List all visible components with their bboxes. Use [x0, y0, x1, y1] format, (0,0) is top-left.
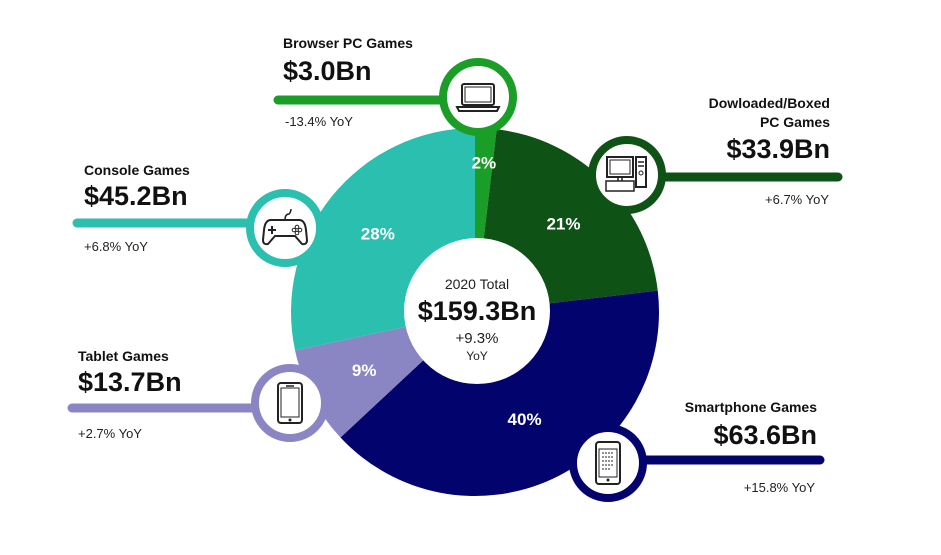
segment-value: $63.6Bn [713, 420, 817, 450]
callout-browser-pc-games: Browser PC Games $3.0Bn -13.4% YoY [273, 35, 517, 136]
smartphone-icon [595, 441, 621, 485]
desktop-computer-icon [605, 156, 647, 192]
segment-name: PC Games [760, 114, 830, 130]
segment-yoy: +15.8% YoY [744, 480, 816, 495]
callout-smartphone-games: Smartphone Games $63.6Bn +15.8% YoY [569, 399, 825, 502]
percent-label: 21% [546, 215, 580, 234]
segment-name: Smartphone Games [685, 399, 817, 415]
callout-tablet-games: Tablet Games $13.7Bn +2.7% YoY [67, 348, 329, 442]
callout-console-games: Console Games $45.2Bn +6.8% YoY [72, 162, 324, 267]
percent-label: 2% [472, 153, 497, 172]
center-change: +9.3% [456, 330, 499, 347]
segment-name: Tablet Games [78, 348, 169, 364]
laptop-icon [455, 83, 501, 112]
center-value: $159.3Bn [418, 296, 537, 326]
segment-name: Browser PC Games [283, 35, 413, 51]
center-hole [404, 238, 550, 384]
icon-ring [439, 58, 517, 136]
tablet-icon [277, 382, 303, 424]
center-change-unit: YoY [466, 349, 488, 363]
segment-value: $33.9Bn [726, 134, 830, 164]
segment-yoy: +6.7% YoY [765, 192, 829, 207]
segment-yoy: -13.4% YoY [285, 114, 353, 129]
percent-label: 28% [361, 224, 395, 243]
segment-yoy: +6.8% YoY [84, 239, 148, 254]
center-label: 2020 Total [445, 276, 509, 292]
segment-value: $45.2Bn [84, 181, 188, 211]
percent-label: 9% [352, 361, 377, 380]
icon-ring [569, 424, 647, 502]
icon-ring [588, 136, 666, 214]
segment-name: Console Games [84, 162, 190, 178]
icon-ring [246, 189, 324, 267]
icon-ring [251, 364, 329, 442]
segment-name: Dowloaded/Boxed [709, 95, 830, 111]
segment-value: $3.0Bn [283, 56, 372, 86]
percent-label: 40% [508, 410, 542, 429]
segment-value: $13.7Bn [78, 367, 182, 397]
callout-dowloaded-boxed-pc-games: Dowloaded/Boxed PC Games $33.9Bn +6.7% YoY [588, 95, 843, 214]
gamepad-icon [261, 208, 309, 246]
segment-yoy: +2.7% YoY [78, 426, 142, 441]
